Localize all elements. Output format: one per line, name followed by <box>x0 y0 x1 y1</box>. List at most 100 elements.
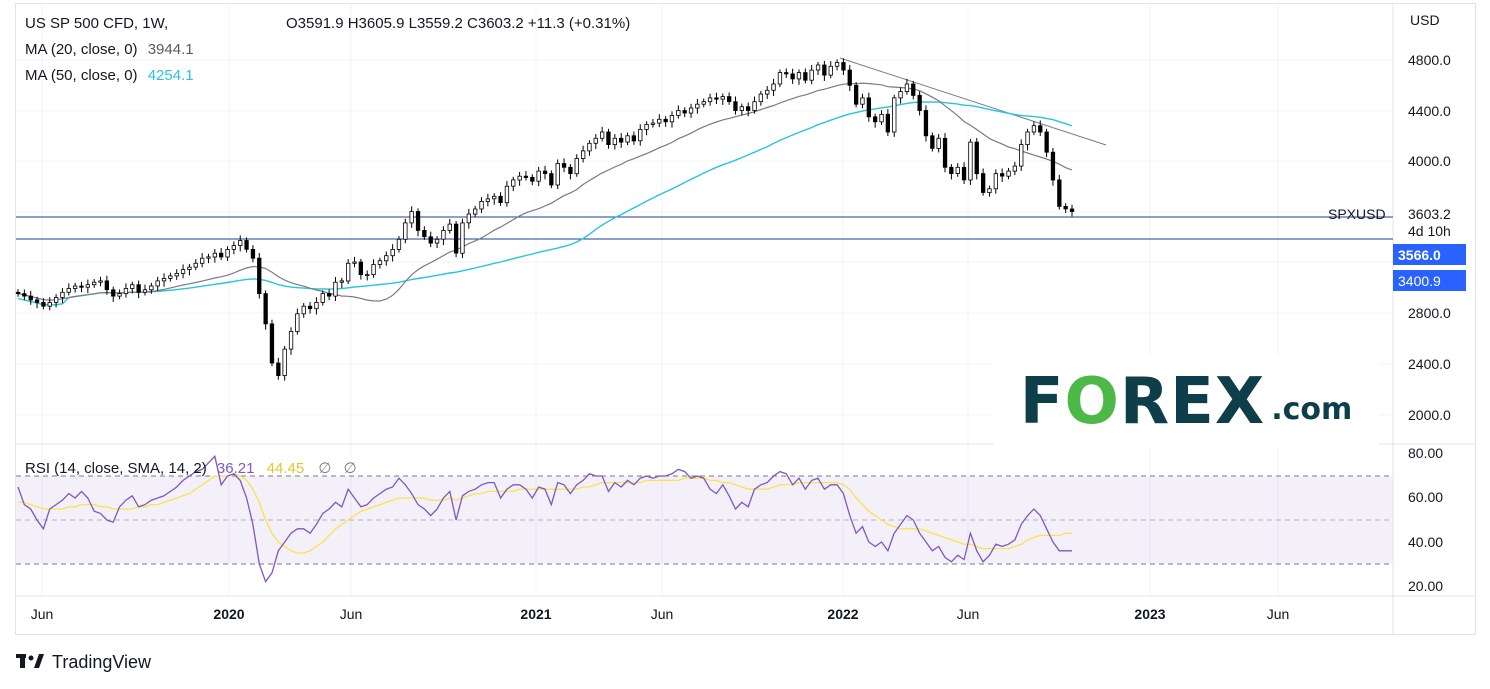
candle <box>371 259 376 278</box>
watermark-text: FOREX <box>1020 365 1265 439</box>
candle <box>225 246 230 261</box>
rsi-legend[interactable]: RSI (14, close, SMA, 14, 2) 36.21 44.45 … <box>25 459 357 477</box>
rsi-value: 36.21 <box>216 460 255 477</box>
candle <box>676 105 681 119</box>
candle-body <box>860 97 865 105</box>
candle <box>111 286 116 302</box>
ma50-legend[interactable]: MA (50, close, 0) 4254.1 <box>25 67 194 84</box>
candle-body <box>981 173 986 193</box>
rsi-tick: 60.00 <box>1408 489 1443 505</box>
candle <box>492 193 497 205</box>
candle-body <box>288 330 294 350</box>
tradingview-label: TradingView <box>52 652 152 672</box>
chart-frame[interactable] <box>15 3 1476 635</box>
candle-body <box>739 106 744 111</box>
candle <box>345 259 351 285</box>
symbol-legend[interactable]: US SP 500 CFD, 1W, <box>25 15 168 32</box>
candle-body <box>733 101 738 111</box>
candle-body <box>466 213 472 224</box>
candle-body <box>663 118 668 123</box>
candle <box>841 58 846 76</box>
candle-body <box>815 64 821 71</box>
candle-body <box>1063 205 1068 210</box>
candle-body <box>231 245 237 250</box>
candle <box>784 68 789 78</box>
candle <box>1050 147 1056 186</box>
candle <box>625 132 630 146</box>
time-tick: 2023 <box>1134 606 1165 622</box>
candle-body <box>828 65 833 76</box>
candle <box>758 90 763 106</box>
candle-body <box>517 175 522 181</box>
candle-body <box>504 185 510 204</box>
candle <box>1025 128 1030 151</box>
candle <box>1019 139 1024 171</box>
candle-body <box>1038 125 1043 133</box>
candle-body <box>460 222 465 254</box>
candle <box>1057 174 1062 210</box>
candle-body <box>650 122 656 125</box>
candle-body <box>695 103 700 109</box>
candle <box>28 290 33 305</box>
candle <box>714 92 719 105</box>
candle-body <box>911 83 916 96</box>
candle-body <box>714 97 719 100</box>
candle <box>568 164 573 180</box>
candle <box>136 280 141 299</box>
candle-body <box>847 69 852 86</box>
candle <box>981 168 986 196</box>
candle <box>390 244 395 262</box>
symbol-title: US SP 500 CFD, 1W, <box>25 15 169 32</box>
candle-body <box>688 107 694 114</box>
candle <box>803 68 808 84</box>
candle <box>574 154 579 177</box>
candle-body <box>555 163 560 186</box>
candle <box>873 113 878 128</box>
price-axis[interactable]: 4800.0 4400.0 4000.0 2800.0 2400.0 2000.0 <box>1408 52 1451 423</box>
candle <box>117 289 122 300</box>
watermark-o: O <box>1064 365 1120 439</box>
rsi-axis[interactable]: 80.00 60.00 40.00 20.00 <box>1408 445 1443 594</box>
candle <box>1006 167 1011 180</box>
candle <box>22 289 27 301</box>
candle-body <box>396 238 402 250</box>
rsi-label: RSI (14, close, SMA, 14, 2) <box>25 460 207 477</box>
candle-body <box>682 110 687 114</box>
candle-body <box>866 97 871 118</box>
ma20-legend[interactable]: MA (20, close, 0) 3944.1 <box>25 41 194 58</box>
candle <box>530 174 535 186</box>
candle-body <box>1069 208 1075 212</box>
time-axis[interactable]: Jun 2020 Jun 2021 Jun 2022 Jun 2023 Jun <box>31 606 1290 622</box>
candle <box>447 218 452 234</box>
candle-body <box>568 166 573 175</box>
candle-body <box>968 141 973 181</box>
candle <box>104 275 109 295</box>
trendline[interactable] <box>839 57 1107 146</box>
candle <box>54 294 59 308</box>
candle-body <box>542 170 548 175</box>
candle-body <box>523 175 529 178</box>
candle-body <box>263 293 268 325</box>
candle <box>15 289 21 297</box>
tradingview-footer[interactable]: TradingView <box>16 652 151 673</box>
candle <box>326 289 332 301</box>
candle-body <box>854 84 859 105</box>
candle <box>155 276 160 291</box>
candle-body <box>345 262 351 282</box>
rsi-sma-value: 44.45 <box>266 460 305 477</box>
candle-body <box>453 223 459 254</box>
candle-body <box>587 142 592 152</box>
candle <box>206 253 211 264</box>
candle-body <box>15 291 21 294</box>
candle-body <box>606 131 611 146</box>
time-tick: Jun <box>1267 606 1290 622</box>
candle-body <box>130 284 135 289</box>
ohlc-legend: O3591.9 H3605.9 L3559.2 C3603.2 +11.3 (+… <box>286 15 630 32</box>
candle-body <box>161 277 167 282</box>
candle <box>85 279 90 294</box>
candle <box>879 110 884 126</box>
candle-body <box>358 261 364 276</box>
candle <box>834 59 840 71</box>
candle <box>892 94 897 137</box>
